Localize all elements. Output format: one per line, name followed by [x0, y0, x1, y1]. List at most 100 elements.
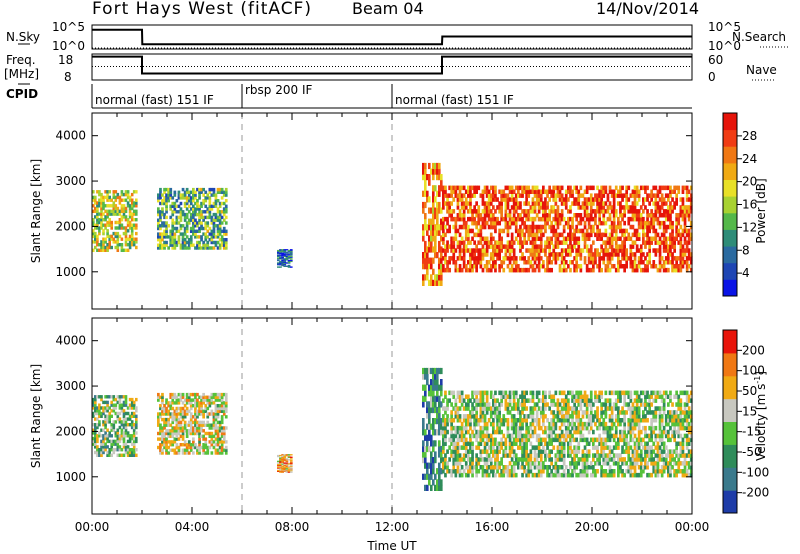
- power-cell: [485, 240, 489, 245]
- velocity-cell: [206, 406, 210, 411]
- power-cell: [512, 205, 516, 210]
- velocity-cell: [479, 449, 483, 454]
- velocity-cell: [442, 406, 445, 411]
- power-cell: [124, 192, 128, 197]
- power-cell: [181, 196, 185, 200]
- velocity-cell: [456, 418, 460, 423]
- velocity-cell: [132, 450, 136, 455]
- velocity-cell: [548, 465, 551, 470]
- cpid-label: CPID: [6, 87, 38, 101]
- power-cell: [669, 252, 672, 257]
- power-cell: [608, 260, 612, 265]
- velocity-cell: [210, 434, 214, 438]
- power-cell: [114, 195, 118, 200]
- velocity-cell: [581, 410, 585, 415]
- power-cell: [132, 223, 136, 227]
- velocity-cell: [494, 390, 497, 396]
- power-cell: [612, 209, 616, 214]
- power-cell: [124, 229, 128, 233]
- velocity-cell: [550, 402, 553, 407]
- power-cell: [669, 193, 672, 198]
- power-cell: [212, 218, 216, 222]
- power-cell: [623, 244, 626, 249]
- power-cell: [623, 240, 626, 245]
- velocity-cell: [554, 437, 558, 443]
- power-cell: [464, 189, 468, 194]
- velocity-cell: [581, 421, 585, 427]
- power-cell: [210, 235, 214, 239]
- power-cell: [608, 236, 612, 241]
- power-cell: [658, 252, 662, 257]
- velocity-cell: [496, 461, 499, 466]
- velocity-cell: [214, 406, 218, 411]
- power-cell: [454, 232, 458, 238]
- power-cell: [454, 248, 458, 253]
- power-cell: [512, 220, 516, 226]
- power-cell: [521, 232, 524, 238]
- velocity-cell: [548, 453, 551, 458]
- power-cell: [471, 256, 474, 261]
- power-cell: [610, 264, 614, 269]
- power-cell: [473, 252, 476, 257]
- power-cell: [498, 209, 501, 214]
- velocity-cell: [577, 398, 581, 403]
- velocity-cell: [500, 457, 503, 462]
- power-cell: [633, 185, 637, 191]
- power-cell: [583, 244, 587, 249]
- velocity-cell: [542, 421, 545, 427]
- power-cell: [159, 212, 162, 217]
- velocity-cell: [489, 457, 493, 462]
- velocity-cell: [206, 415, 210, 419]
- velocity-cell: [606, 437, 610, 443]
- velocity-cell: [458, 461, 462, 466]
- power-cell: [531, 228, 535, 234]
- velocity-cell: [456, 425, 460, 431]
- velocity-cell: [467, 418, 470, 423]
- velocity-cell: [585, 398, 589, 403]
- power-cell: [585, 185, 589, 191]
- power-cell: [114, 209, 118, 213]
- power-cell: [546, 264, 549, 269]
- power-cell: [196, 201, 199, 206]
- velocity-cell: [189, 406, 193, 411]
- power-cell: [218, 226, 222, 231]
- velocity-cell: [496, 469, 499, 474]
- power-cell: [477, 185, 481, 191]
- velocity-cell: [517, 425, 520, 431]
- power-cell: [506, 244, 510, 249]
- power-cell: [438, 190, 441, 197]
- power-cell: [469, 193, 472, 198]
- velocity-cell: [537, 453, 541, 458]
- power-cell: [108, 223, 111, 227]
- power-cell: [177, 240, 181, 245]
- velocity-cell: [128, 403, 132, 407]
- velocity-cell: [442, 421, 445, 427]
- velocity-cell: [604, 402, 608, 407]
- velocity-cell: [592, 418, 595, 423]
- velocity-cell: [577, 449, 581, 454]
- velocity-cell: [531, 410, 535, 415]
- velocity-cell: [185, 431, 189, 436]
- power-cell: [685, 209, 689, 214]
- velocity-cell: [479, 441, 483, 446]
- velocity-cell: [608, 445, 612, 450]
- velocity-cell: [283, 466, 287, 468]
- power-cell: [198, 196, 201, 200]
- velocity-cell: [426, 484, 429, 491]
- velocity-cell: [489, 441, 493, 446]
- velocity-cell: [602, 429, 606, 435]
- velocity-cell: [594, 472, 597, 478]
- velocity-cell: [573, 461, 576, 466]
- velocity-cell: [92, 436, 95, 441]
- power-cell: [537, 252, 541, 257]
- power-cell: [546, 260, 549, 265]
- velocity-cell: [483, 421, 487, 427]
- power-cell: [469, 252, 472, 257]
- power-cell: [487, 193, 491, 198]
- velocity-cell: [179, 395, 183, 399]
- velocity-cell: [604, 414, 608, 419]
- power-cell: [687, 216, 691, 222]
- power-cell: [600, 193, 603, 198]
- velocity-cell: [514, 421, 518, 427]
- power-cell: [220, 187, 224, 192]
